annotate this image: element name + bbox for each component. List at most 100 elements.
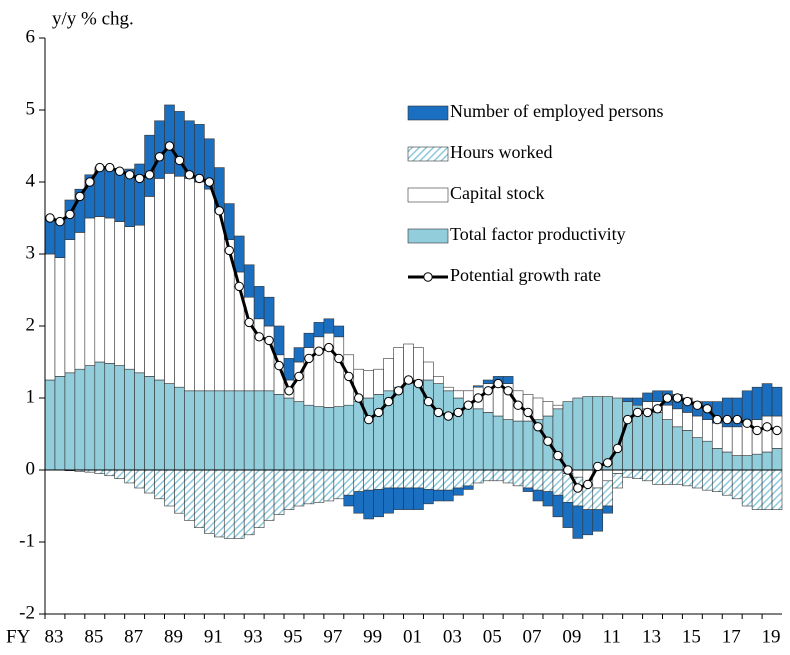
bar-segment: [532, 489, 544, 502]
bar-segment: [293, 401, 305, 471]
bar-segment: [552, 494, 564, 518]
bar-segment: [433, 469, 444, 491]
line-point: [642, 407, 653, 418]
y-tick-label: 4: [26, 170, 36, 191]
legend: Number of employed persons Hours worked Ca…: [407, 101, 663, 285]
bar-segment: [273, 394, 285, 471]
x-tick-label: 83: [44, 626, 63, 647]
legend-swatch: [407, 146, 449, 162]
bar-segment: [642, 408, 653, 471]
bar-segment: [174, 175, 185, 388]
bar-segment: [233, 469, 245, 539]
bar-segment: [502, 419, 514, 471]
bar-segment: [184, 469, 195, 521]
bar-segment: [443, 489, 454, 502]
bar-segment: [124, 368, 135, 471]
line-point: [533, 422, 543, 432]
plot-area: [44, 104, 783, 539]
line-point: [413, 378, 424, 389]
bar-segment: [74, 232, 86, 370]
bar-segment: [223, 390, 235, 471]
bar-segment: [711, 469, 723, 492]
line-point: [383, 396, 394, 407]
bar-segment: [472, 469, 484, 484]
bar-segment: [194, 124, 205, 183]
bar-segment: [164, 104, 175, 174]
bar-segment: [363, 469, 374, 491]
y-tick-label: 3: [26, 242, 36, 263]
bar-segment: [771, 469, 783, 510]
bar-segment: [333, 469, 345, 500]
y-tick-label: 2: [26, 314, 36, 335]
bar-segment: [542, 469, 554, 492]
bar-segment: [711, 448, 723, 471]
bar-segment: [84, 217, 96, 366]
bar-segment: [194, 181, 205, 392]
bar-segment: [333, 336, 345, 407]
bar-segment: [164, 383, 175, 471]
bar-segment: [482, 379, 494, 384]
line-point: [543, 436, 553, 446]
bar-segment: [263, 469, 275, 521]
bar-segment: [403, 383, 414, 471]
bar-segment: [472, 385, 484, 388]
x-tick-label: 87: [124, 626, 143, 647]
bar-segment: [393, 487, 404, 510]
line-point: [672, 393, 683, 403]
bar-segment: [433, 489, 444, 502]
bar-segment: [771, 448, 783, 471]
bar-segment: [682, 469, 693, 487]
bar-segment: [353, 469, 365, 492]
bar-segment: [114, 365, 125, 471]
bar-segment: [662, 419, 673, 471]
bar-segment: [741, 422, 753, 456]
line-point: [124, 170, 135, 180]
bar-segment: [662, 404, 673, 420]
bar-segment: [592, 487, 604, 510]
line-point: [85, 177, 95, 187]
bar-segment: [303, 469, 315, 505]
bar-segment: [223, 203, 235, 240]
bar-segment: [393, 347, 404, 388]
legend-label: Hours worked: [450, 142, 552, 162]
bar-segment: [562, 401, 574, 471]
line-point: [234, 281, 244, 292]
line-point: [692, 400, 703, 410]
bar-segment: [443, 386, 454, 392]
bar-segment: [184, 390, 195, 471]
bar-segment: [54, 221, 66, 258]
bar-segment: [652, 469, 663, 485]
bar-segment: [164, 469, 175, 507]
bar-segment: [761, 415, 773, 453]
bar-segment: [702, 419, 713, 442]
bar-segment: [482, 469, 494, 482]
bar-segment: [761, 451, 773, 471]
bar-segment: [283, 469, 295, 510]
line-point: [75, 191, 85, 202]
legend-label: Number of employed persons: [450, 101, 663, 121]
bar-segment: [443, 469, 454, 491]
bar-segment: [283, 358, 295, 381]
bar-segment: [453, 390, 464, 399]
bar-segment: [731, 469, 743, 500]
bar-segment: [612, 473, 623, 489]
bar-segment: [443, 390, 454, 471]
legend-label: Potential growth rate: [450, 265, 601, 285]
bar-segment: [273, 325, 285, 356]
y-axis-label: y/y % chg.: [52, 8, 134, 29]
line-point: [274, 360, 284, 371]
bar-segment: [741, 455, 753, 471]
legend-label: Total factor productivity: [450, 224, 626, 244]
bar-segment: [413, 347, 424, 381]
line-point: [363, 414, 374, 425]
bar-segment: [104, 217, 116, 364]
bar-segment: [194, 390, 205, 471]
bar-segment: [104, 363, 116, 471]
bar-segment: [323, 469, 335, 502]
bar-segment: [293, 347, 305, 363]
line-point: [214, 206, 224, 216]
line-point: [593, 461, 603, 472]
bar-segment: [273, 469, 285, 515]
bar-segment: [104, 168, 116, 219]
bar-segment: [741, 390, 753, 424]
